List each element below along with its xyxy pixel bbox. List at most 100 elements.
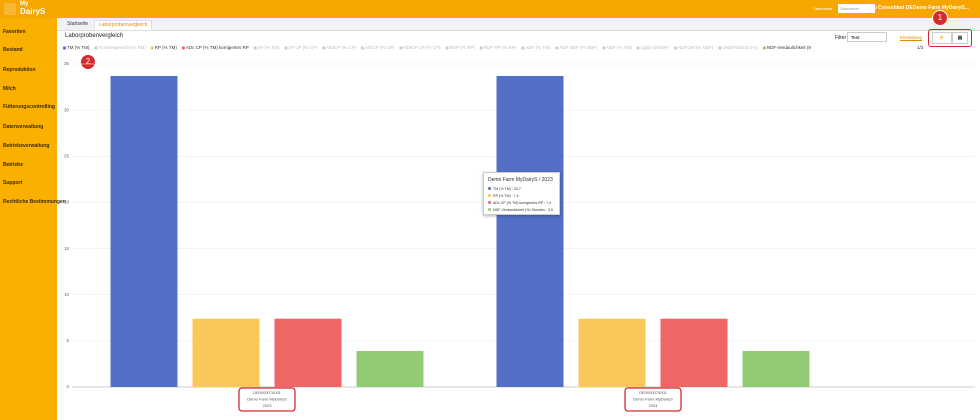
menu-item[interactable]: Milch — [3, 86, 16, 92]
highlight-box — [624, 387, 682, 412]
legend-dot — [94, 46, 98, 50]
annotation-badge: 1 — [932, 10, 948, 26]
legend-dot — [718, 46, 722, 50]
legend-dot — [762, 46, 766, 50]
tooltip-dot — [488, 201, 491, 204]
y-tick-label: 25 — [64, 153, 70, 158]
tooltip-dot — [488, 208, 491, 211]
y-tick-label: 0 — [66, 384, 69, 389]
legend-dot — [602, 46, 606, 50]
search-input[interactable]: Übersetzte — [838, 4, 875, 13]
menu-item[interactable]: Fütterungscontrolling — [3, 104, 55, 110]
menu-item[interactable]: Reproduktion — [3, 67, 36, 73]
settings-link[interactable]: Einstellung — [900, 35, 923, 40]
y-tick-label: 20 — [64, 200, 70, 205]
user[interactable]: Demo Consultant DE — [863, 5, 913, 11]
filter-select[interactable]: Test — [847, 32, 887, 42]
legend-dot — [253, 46, 257, 50]
bar — [742, 351, 810, 387]
highlight-box — [928, 29, 972, 47]
farm[interactable]: Demo Farm MyDairyS... — [913, 5, 969, 11]
tooltip-row: RP (% TM) : 7,4 — [488, 194, 519, 198]
tooltip-text: RP (% TM) : 7,4 — [493, 194, 519, 198]
x-tick-label: 2024 — [649, 403, 659, 408]
menu-item[interactable]: Support — [3, 180, 23, 186]
x-tick-label: Demo Farm MyDairyS — [247, 397, 287, 402]
bar — [274, 318, 342, 387]
legend-label[interactable]: Lignin (NADF) — [641, 45, 670, 50]
legend-label[interactable]: ADc CP (% TM) korrigiertes RP — [186, 45, 249, 50]
tab[interactable]: Startseite — [67, 21, 89, 27]
legend-label[interactable]: RP (% TM) — [155, 45, 178, 50]
legend-label[interactable]: XF (% TM) — [258, 45, 280, 50]
legend-dot — [399, 46, 403, 50]
chart-title: Laborprobenvergleich — [65, 33, 124, 39]
table-button[interactable]: ▦ — [952, 32, 968, 44]
menu-item[interactable]: Rechtliche Bestimmungen — [3, 199, 66, 205]
legend-label[interactable]: NDF (% TM) — [606, 45, 632, 50]
legend-dot — [322, 46, 326, 50]
legend-dot — [150, 46, 154, 50]
tab-bar: Startseite Laborprobenvergleich — [57, 18, 980, 31]
top-bar: My DairyS Übersetzte Übersetzte Demo Con… — [0, 0, 980, 18]
y-tick-label: 10 — [64, 292, 70, 297]
legend-dot — [521, 46, 525, 50]
y-tick-label: 5 — [66, 338, 69, 343]
tooltip-text: ADc CP (% TM) korrigiertes RP : 7,4 — [493, 201, 552, 205]
bar — [110, 75, 178, 388]
legend-dot — [479, 46, 483, 50]
y-tick-label: 15 — [64, 246, 70, 251]
legend-label[interactable]: NDICP (% CP) — [326, 45, 356, 50]
x-tick-label: 2023 — [263, 403, 273, 408]
tooltip-text: TM (% TM) : 33,7 — [493, 187, 521, 191]
tooltip-row: TM (% TM) : 33,7 — [488, 187, 521, 191]
chart-button[interactable]: ⚡ — [932, 32, 952, 44]
legend-label[interactable]: TM (% TM) — [67, 45, 90, 50]
menu-item[interactable]: Betriebsverwaltung — [3, 143, 50, 149]
legend-label[interactable]: NDFOM (% NDF) — [678, 45, 714, 50]
bar — [356, 351, 424, 387]
legend-label[interactable]: ADF (% TM) — [525, 45, 550, 50]
logo-icon — [4, 3, 16, 15]
tooltip-title: Demo Farm MyDairyS / 2023 — [488, 177, 553, 183]
legend-label[interactable]: RDP (% RP) — [450, 45, 476, 50]
bar — [192, 318, 260, 387]
legend-label[interactable]: XF UP (% CP) — [288, 45, 317, 50]
bar — [496, 75, 564, 388]
highlight-box — [238, 387, 296, 412]
menu-item[interactable]: Betriebe — [3, 162, 24, 168]
legend-label[interactable]: RUP RP (% RP) — [484, 45, 517, 50]
menu-item[interactable]: Favoriten — [3, 29, 26, 35]
menu-item[interactable]: Bestand — [3, 47, 23, 53]
bar — [578, 318, 646, 387]
legend-dot — [181, 46, 185, 50]
legend-dot — [62, 46, 67, 50]
x-tick-label: DE0000070001 — [639, 390, 668, 395]
legend-pager[interactable]: 1/2 — [917, 45, 924, 50]
legend-label[interactable]: ADF NDF (% NDF) — [559, 45, 598, 50]
legend-label[interactable]: NDF-Verdaulichkeit (9 — [767, 45, 812, 50]
y-tick-label: 30 — [64, 107, 70, 112]
menu-item[interactable]: Datenverwaltung — [3, 124, 44, 130]
legend-dot — [674, 46, 678, 50]
legend-label[interactable]: Trockengewicht (% FM) — [98, 45, 146, 50]
annotation-badge: 2 — [80, 54, 96, 70]
x-tick-label: Demo Farm MyDairyS — [633, 397, 673, 402]
tooltip: Demo Farm MyDairyS / 2023 TM (% TM) : 33,… — [483, 172, 560, 215]
legend-dot — [555, 46, 559, 50]
chart: 0 5 10 15 20 25 30 35 TM (% TM) Trockengewicht (%… — [62, 45, 975, 412]
bar — [660, 318, 728, 387]
language[interactable]: Übersetzte — [813, 6, 833, 11]
tab[interactable]: Laborprobenvergleich — [94, 20, 153, 30]
y-tick-label: 35 — [64, 61, 70, 66]
tooltip-text: NDF-Verdaulichkeit (%) Stunden : 3,9 — [493, 208, 553, 212]
legend-label[interactable]: ADICP (% CP) — [365, 45, 395, 50]
x-tick-label: DE0000070001 — [253, 390, 282, 395]
logo: My — [20, 1, 29, 7]
legend-label[interactable]: NDICP CP (% CP) — [403, 45, 441, 50]
filter-label: Filter — [835, 35, 847, 41]
legend-label[interactable]: UNDFOM240 (%) — [722, 45, 758, 50]
legend-dot — [636, 46, 640, 50]
logo: DairyS — [20, 7, 46, 16]
